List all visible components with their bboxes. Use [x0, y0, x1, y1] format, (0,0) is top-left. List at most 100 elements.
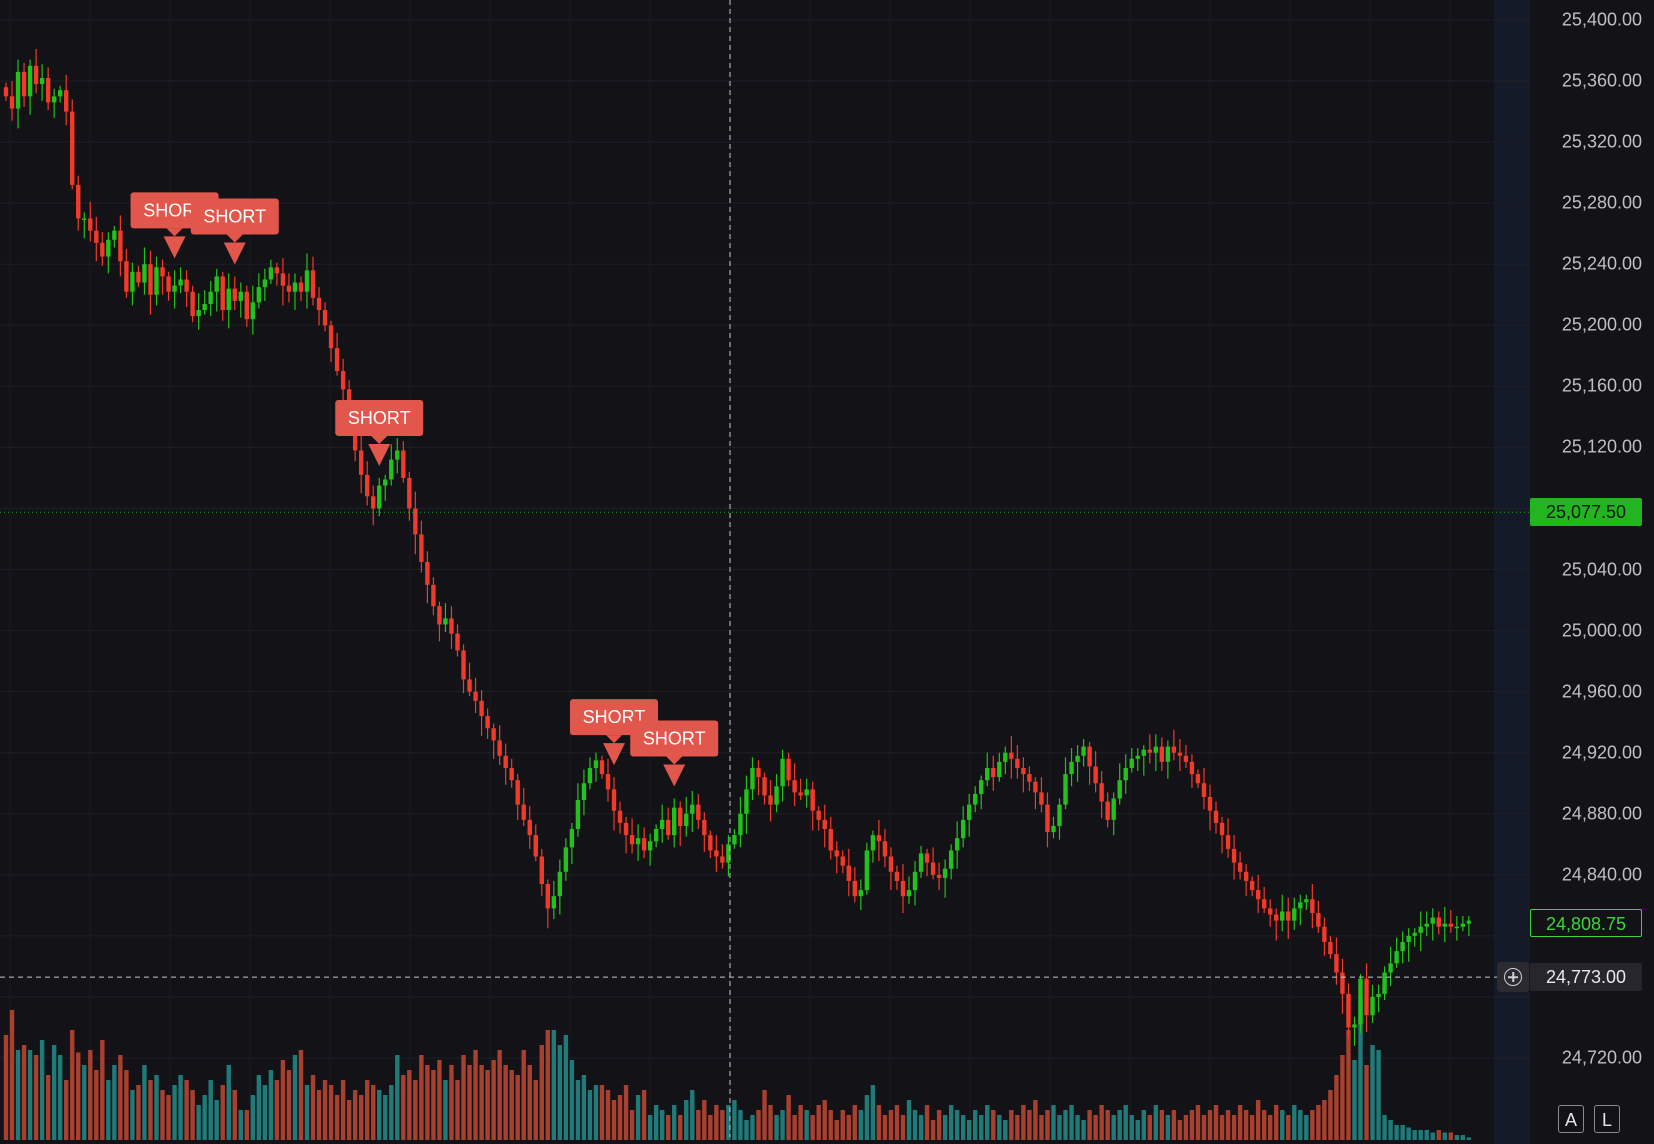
- candle-body: [485, 716, 490, 729]
- volume-bar: [39, 1040, 45, 1140]
- price-axis[interactable]: [1530, 0, 1654, 1144]
- volume-bar: [437, 1060, 442, 1140]
- candle-body: [461, 650, 466, 680]
- volume-bar: [395, 1055, 400, 1140]
- candle-body: [1346, 993, 1351, 1028]
- volume-bar: [1388, 1120, 1393, 1140]
- volume-bar: [1292, 1105, 1297, 1140]
- candle-body: [575, 800, 581, 830]
- candle-body: [1003, 752, 1008, 762]
- candle-body: [732, 835, 737, 845]
- volume-bar: [954, 1110, 960, 1140]
- candle-body: [172, 285, 177, 292]
- short-label-text: SHORT: [203, 206, 266, 226]
- candle-body: [678, 807, 683, 826]
- volume-bar: [900, 1115, 906, 1140]
- candle-body: [1316, 912, 1321, 927]
- volume-bar: [1219, 1115, 1225, 1140]
- volume-bar: [407, 1070, 412, 1140]
- short-arrow-icon: [663, 764, 686, 787]
- volume-bar: [27, 1050, 33, 1140]
- candle-body: [605, 774, 611, 790]
- volume-bar: [1454, 1135, 1460, 1140]
- candle-body: [51, 96, 57, 103]
- auto-scale-button[interactable]: A: [1558, 1105, 1584, 1133]
- volume-bar: [1442, 1132, 1447, 1140]
- candle-body: [1153, 746, 1159, 753]
- volume-bar: [979, 1115, 984, 1140]
- candle-body: [991, 767, 996, 778]
- volume-bar: [358, 1095, 364, 1140]
- candle-body: [365, 474, 370, 497]
- candle-body: [1183, 755, 1189, 762]
- volume-bar: [1045, 1110, 1050, 1140]
- candle-body: [419, 534, 424, 562]
- candle-body: [587, 767, 593, 784]
- volume-bar: [365, 1080, 370, 1140]
- candle-body: [202, 303, 207, 311]
- volume-bar: [461, 1055, 466, 1140]
- volume-bar: [750, 1115, 755, 1140]
- volume-bar: [148, 1080, 153, 1140]
- candle-body: [1442, 923, 1447, 927]
- candle-body: [256, 287, 262, 303]
- volume-bar: [1147, 1115, 1152, 1140]
- candle-body: [1298, 902, 1303, 909]
- volume-bar: [184, 1080, 189, 1140]
- volume-bar: [1322, 1100, 1327, 1140]
- volume-bar: [1093, 1115, 1098, 1140]
- volume-bar: [274, 1080, 280, 1140]
- volume-bar: [250, 1095, 256, 1140]
- candle-body: [756, 767, 761, 778]
- plot-background: [0, 0, 1530, 1144]
- candle-body: [1454, 926, 1460, 929]
- short-label-text: SHORT: [143, 200, 206, 220]
- candle-body: [726, 844, 731, 863]
- candle-body: [358, 450, 364, 475]
- volume-bar: [1243, 1110, 1249, 1140]
- short-label-box: [630, 720, 719, 757]
- volume-bar: [413, 1080, 418, 1140]
- candle-body: [900, 880, 906, 897]
- volume-bar: [425, 1065, 430, 1140]
- candle-body: [298, 282, 304, 292]
- volume-bar: [340, 1080, 346, 1140]
- candle-body: [1105, 801, 1110, 820]
- volume-bar: [1063, 1110, 1068, 1140]
- candle-body: [744, 789, 749, 814]
- volume-bar: [467, 1065, 472, 1140]
- add-alert-button[interactable]: [1497, 962, 1529, 993]
- price-axis-tick: 25,000.00: [1561, 620, 1642, 641]
- candle-body: [599, 760, 605, 775]
- candle-body: [292, 282, 298, 292]
- volume-bar: [780, 1110, 785, 1140]
- volume-bar: [509, 1070, 514, 1140]
- candle-body: [967, 804, 972, 820]
- volume-bar: [997, 1115, 1002, 1140]
- log-scale-button[interactable]: L: [1594, 1105, 1620, 1133]
- volume-bar: [948, 1105, 954, 1140]
- candle-body: [130, 271, 135, 292]
- crosshair-price-badge: 24,773.00: [1530, 963, 1642, 992]
- volume-bar: [1274, 1105, 1279, 1140]
- candle-body: [286, 285, 292, 292]
- volume-bar: [443, 1080, 448, 1140]
- short-signal: SHORT: [630, 720, 719, 787]
- candle-body: [1051, 825, 1056, 833]
- volume-bar: [485, 1070, 490, 1140]
- volume-bar: [894, 1105, 900, 1140]
- volume-bar: [906, 1100, 912, 1140]
- volume-bar: [1039, 1115, 1044, 1140]
- volume-bar: [605, 1090, 611, 1140]
- candle-body: [720, 856, 725, 863]
- candle-body: [1280, 911, 1285, 921]
- volume-bar: [479, 1065, 484, 1140]
- candle-body: [942, 868, 948, 878]
- candle-body: [702, 819, 707, 836]
- candle-body: [322, 310, 328, 326]
- candle-body: [280, 273, 286, 286]
- candle-body: [1135, 755, 1140, 759]
- volume-bar: [672, 1105, 677, 1140]
- candle-body: [1376, 993, 1381, 997]
